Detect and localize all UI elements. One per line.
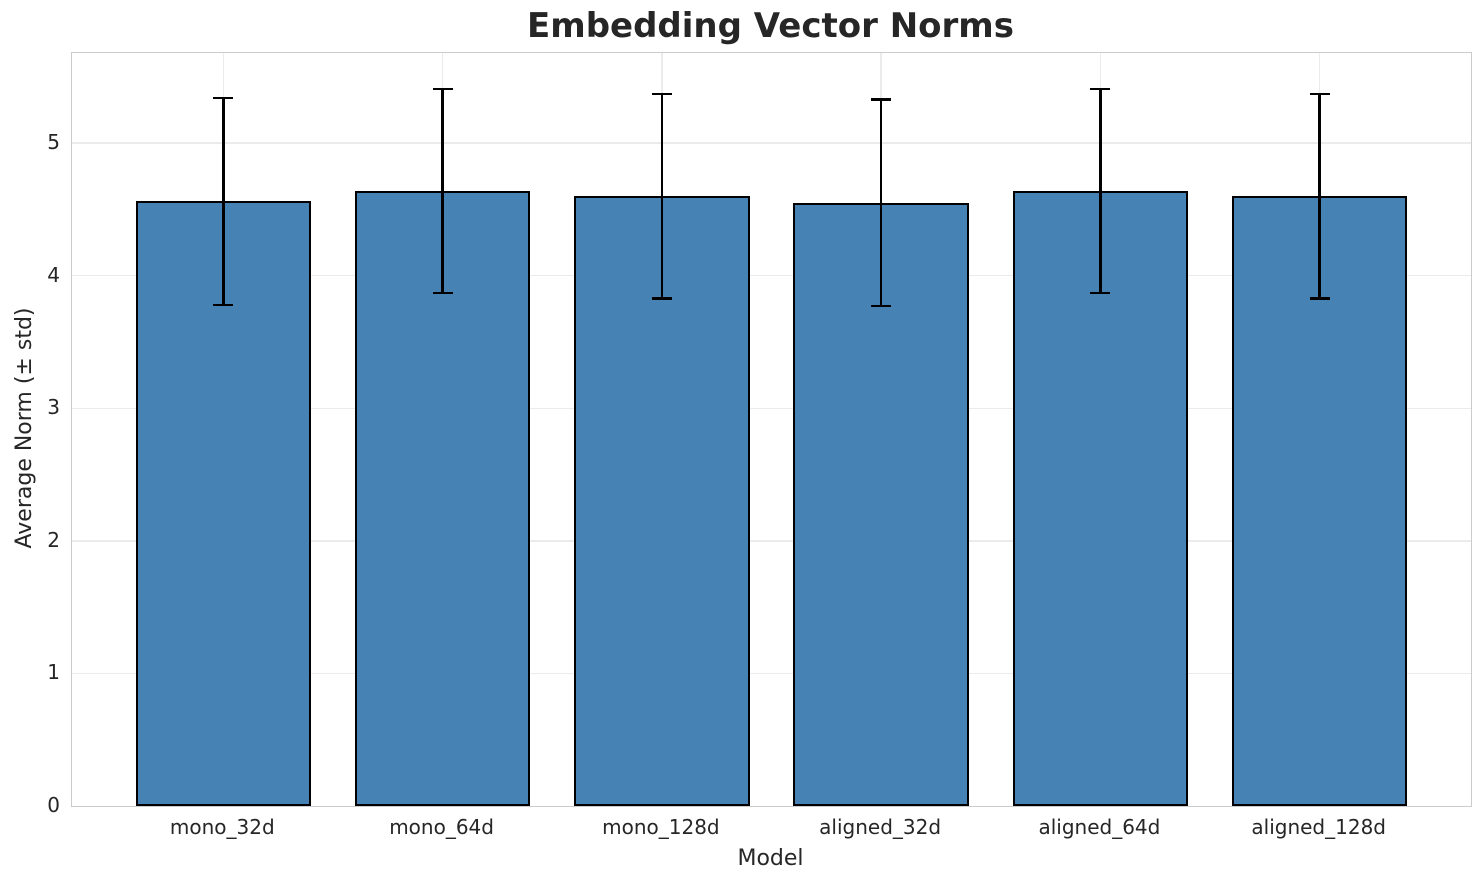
error-bar-line	[660, 94, 664, 299]
error-bar-cap-top	[1090, 87, 1111, 91]
gridline-horizontal	[72, 407, 1471, 410]
y-tick-label: 4	[47, 262, 60, 287]
plot-area	[71, 52, 1472, 807]
error-bar-cap-top	[651, 92, 672, 96]
gridline-horizontal	[72, 274, 1471, 277]
chart-title: Embedding Vector Norms	[527, 6, 1014, 46]
error-bar-cap-top	[432, 87, 453, 91]
x-tick-label: aligned_32d	[819, 815, 942, 839]
x-tick-label: mono_64d	[389, 815, 494, 839]
error-bar-line	[441, 88, 444, 293]
error-bar-cap-bottom	[213, 303, 234, 307]
x-tick-label: mono_32d	[169, 815, 275, 839]
error-bar-cap-bottom	[651, 297, 672, 300]
error-bar-line	[222, 98, 225, 305]
y-tick-label: 3	[47, 395, 60, 420]
x-tick-label: mono_128d	[602, 815, 720, 839]
y-tick-label: 1	[47, 660, 60, 685]
y-axis-label-text: Average Norm (± std)	[12, 307, 37, 549]
y-tick-label: 2	[47, 527, 60, 552]
error-bar-cap-bottom	[1090, 291, 1111, 295]
error-bar-cap-top	[213, 96, 234, 100]
error-bar-line	[879, 99, 883, 307]
error-bar-cap-top	[871, 98, 892, 101]
x-tick-label: aligned_128d	[1251, 815, 1386, 839]
error-bar-cap-bottom	[432, 291, 453, 295]
error-bar-cap-top	[1309, 92, 1330, 96]
error-bar-line	[1099, 88, 1102, 293]
gridline-horizontal	[72, 540, 1471, 542]
x-axis-label: Model	[737, 846, 804, 871]
gridline-horizontal	[72, 672, 1471, 675]
x-tick-label: aligned_64d	[1038, 815, 1161, 839]
y-tick-label: 0	[47, 793, 60, 817]
gridline-horizontal	[72, 142, 1471, 144]
error-bar-cap-bottom	[871, 304, 892, 308]
y-tick-label: 5	[47, 130, 60, 155]
error-bar-cap-bottom	[1309, 297, 1330, 300]
error-bar-line	[1318, 94, 1321, 299]
